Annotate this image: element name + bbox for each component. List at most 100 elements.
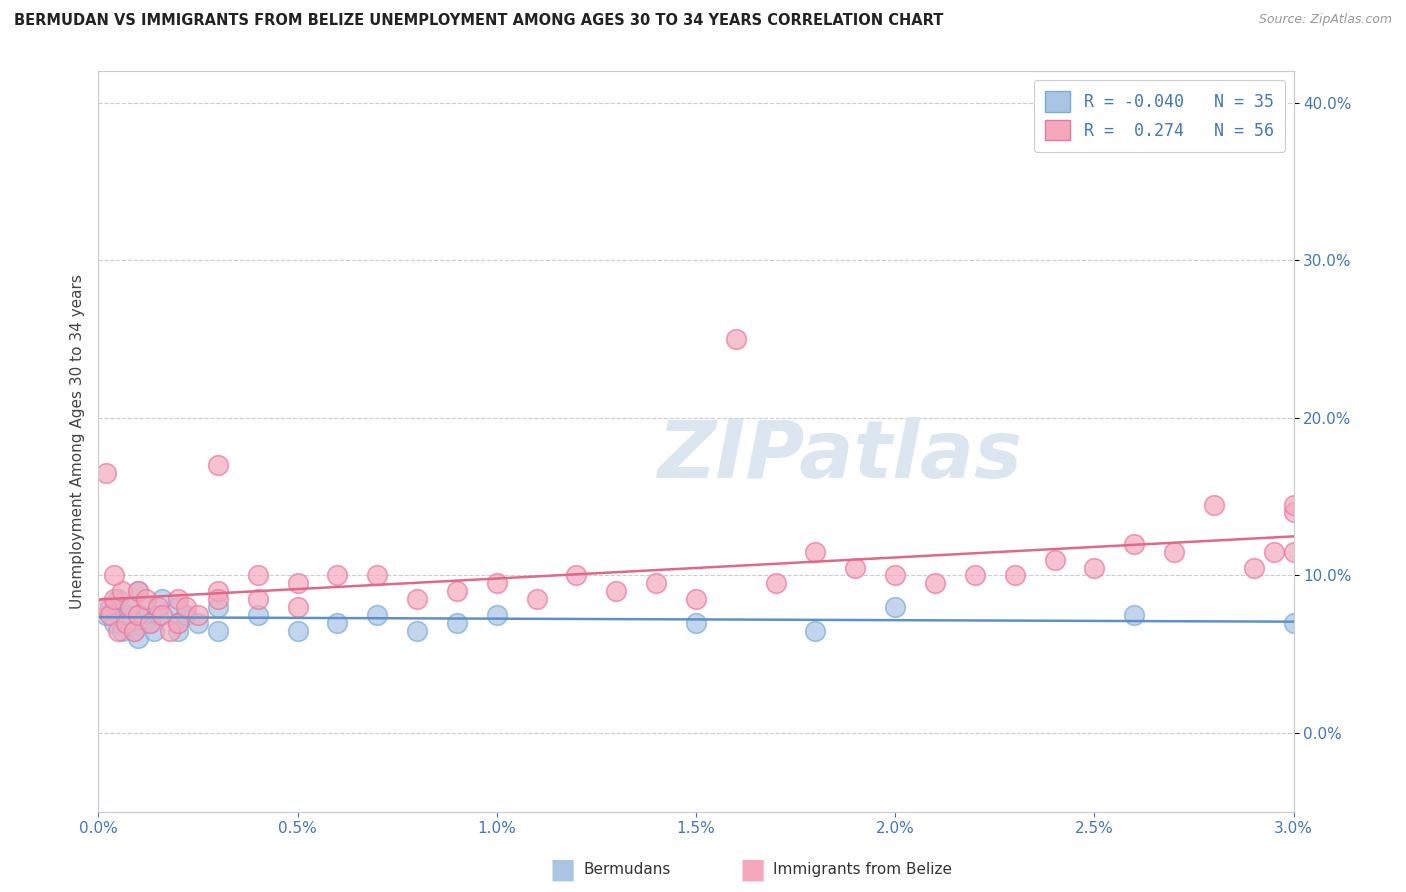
Point bbox=[159, 624, 181, 638]
Text: Bermudans: Bermudans bbox=[583, 863, 671, 877]
Point bbox=[187, 607, 209, 622]
Point bbox=[287, 624, 309, 638]
Point bbox=[207, 584, 229, 599]
Legend: R = -0.040   N = 35, R =  0.274   N = 56: R = -0.040 N = 35, R = 0.274 N = 56 bbox=[1033, 79, 1285, 152]
Point bbox=[446, 584, 468, 599]
Point bbox=[139, 615, 162, 630]
Point bbox=[167, 615, 190, 630]
Point bbox=[207, 458, 229, 472]
Point bbox=[120, 599, 142, 614]
Point bbox=[1123, 537, 1146, 551]
Point bbox=[1163, 545, 1185, 559]
Point bbox=[287, 599, 309, 614]
Point bbox=[96, 466, 118, 480]
Point bbox=[96, 607, 118, 622]
Point bbox=[246, 568, 269, 582]
Point bbox=[724, 332, 747, 346]
Point bbox=[1083, 560, 1105, 574]
Point bbox=[1202, 498, 1225, 512]
Point bbox=[98, 599, 122, 614]
Point bbox=[645, 576, 668, 591]
Text: ■: ■ bbox=[550, 855, 575, 884]
Point bbox=[150, 607, 173, 622]
Point bbox=[366, 607, 388, 622]
Point bbox=[148, 607, 170, 622]
Point bbox=[1282, 498, 1305, 512]
Text: Immigrants from Belize: Immigrants from Belize bbox=[773, 863, 952, 877]
Point bbox=[326, 568, 349, 582]
Point bbox=[884, 568, 907, 582]
Text: Source: ZipAtlas.com: Source: ZipAtlas.com bbox=[1258, 13, 1392, 27]
Point bbox=[1004, 568, 1026, 582]
Point bbox=[143, 624, 166, 638]
Point bbox=[605, 584, 627, 599]
Point bbox=[685, 615, 707, 630]
Point bbox=[174, 599, 197, 614]
Point bbox=[103, 615, 125, 630]
Point bbox=[765, 576, 787, 591]
Point bbox=[98, 607, 122, 622]
Point bbox=[96, 599, 118, 614]
Point bbox=[124, 624, 146, 638]
Point bbox=[115, 615, 138, 630]
Point bbox=[124, 624, 146, 638]
Point bbox=[1263, 545, 1285, 559]
Point bbox=[111, 584, 134, 599]
Point bbox=[1282, 615, 1305, 630]
Point bbox=[1282, 545, 1305, 559]
Point bbox=[1123, 607, 1146, 622]
Point bbox=[246, 607, 269, 622]
Point bbox=[127, 607, 149, 622]
Point bbox=[174, 607, 197, 622]
Point bbox=[326, 615, 349, 630]
Point bbox=[963, 568, 986, 582]
Point bbox=[207, 592, 229, 607]
Y-axis label: Unemployment Among Ages 30 to 34 years: Unemployment Among Ages 30 to 34 years bbox=[69, 274, 84, 609]
Point bbox=[127, 584, 149, 599]
Point bbox=[526, 592, 548, 607]
Point bbox=[287, 576, 309, 591]
Point bbox=[150, 592, 173, 607]
Point bbox=[485, 576, 508, 591]
Point bbox=[406, 624, 429, 638]
Point bbox=[446, 615, 468, 630]
Point bbox=[103, 592, 125, 607]
Point bbox=[167, 624, 190, 638]
Point bbox=[207, 624, 229, 638]
Point bbox=[115, 607, 138, 622]
Point bbox=[120, 599, 142, 614]
Point bbox=[804, 624, 827, 638]
Point bbox=[366, 568, 388, 582]
Point bbox=[804, 545, 827, 559]
Point bbox=[148, 599, 170, 614]
Point bbox=[167, 592, 190, 607]
Point bbox=[103, 568, 125, 582]
Point bbox=[207, 599, 229, 614]
Point bbox=[1043, 552, 1066, 566]
Point bbox=[187, 615, 209, 630]
Point bbox=[127, 632, 149, 646]
Point bbox=[167, 599, 190, 614]
Point bbox=[139, 615, 162, 630]
Point bbox=[246, 592, 269, 607]
Point bbox=[107, 592, 129, 607]
Text: BERMUDAN VS IMMIGRANTS FROM BELIZE UNEMPLOYMENT AMONG AGES 30 TO 34 YEARS CORREL: BERMUDAN VS IMMIGRANTS FROM BELIZE UNEMP… bbox=[14, 13, 943, 29]
Point bbox=[127, 607, 149, 622]
Point bbox=[1243, 560, 1265, 574]
Point bbox=[167, 615, 190, 630]
Text: ZIPatlas: ZIPatlas bbox=[657, 417, 1022, 495]
Point bbox=[685, 592, 707, 607]
Point bbox=[135, 599, 157, 614]
Text: ■: ■ bbox=[740, 855, 765, 884]
Point bbox=[485, 607, 508, 622]
Point bbox=[107, 624, 129, 638]
Point bbox=[924, 576, 946, 591]
Point bbox=[1282, 505, 1305, 519]
Point bbox=[884, 599, 907, 614]
Point bbox=[135, 592, 157, 607]
Point bbox=[127, 584, 149, 599]
Point bbox=[111, 624, 134, 638]
Point bbox=[844, 560, 866, 574]
Point bbox=[565, 568, 588, 582]
Point bbox=[406, 592, 429, 607]
